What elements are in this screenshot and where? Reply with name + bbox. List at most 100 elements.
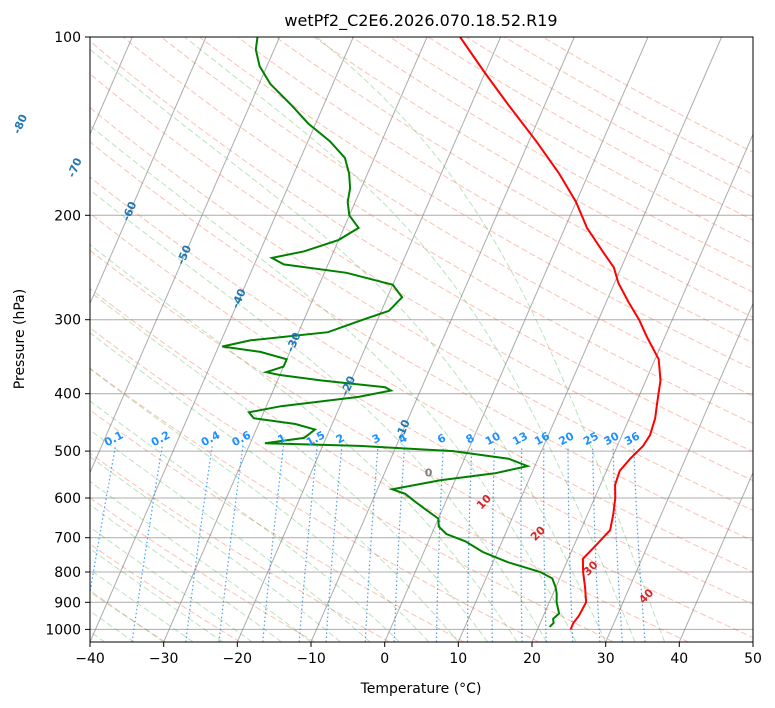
dry-adiabat-line [351, 37, 753, 269]
x-tick-label: 30 [597, 651, 615, 667]
potential-temp-label: -70 [65, 156, 85, 180]
mixing-ratio-label: 2 [334, 431, 347, 446]
y-axis-label: Pressure (hPa) [12, 289, 28, 389]
potential-temp-label: -40 [229, 287, 249, 311]
x-axis-label: Temperature (°C) [360, 681, 482, 697]
mixing-ratio-label: 8 [464, 431, 477, 446]
moist-adiabat-line [90, 400, 400, 642]
y-tick-label: 1000 [45, 622, 81, 638]
line-labels: -100-90-80-70-60-50-40-30-20-100.10.20.4… [10, 112, 656, 606]
x-tick-label: −40 [75, 651, 105, 667]
mixing-ratio-line [364, 445, 379, 642]
mixing-ratio-label: 20 [557, 429, 577, 448]
moist-adiabat-line [90, 244, 518, 642]
dry-adiabat-line [90, 73, 753, 482]
mixing-ratio-label: 1.5 [304, 428, 327, 449]
moist-adiabat-line [90, 124, 577, 642]
y-axis-ticks: 100 200 300 400 500 600 700 800 900 1000 [45, 30, 90, 638]
potential-temp-label: -80 [10, 112, 30, 136]
isotherm-line [384, 37, 649, 642]
potential-temp-label: -50 [174, 243, 194, 267]
mixing-ratio-label: 0.4 [199, 428, 223, 449]
mixing-ratio-line [520, 445, 523, 642]
isotherm-line [236, 37, 502, 642]
x-tick-label: 20 [523, 651, 541, 667]
chart-title: wetPf2_C2E6.2026.070.18.52.R19 [284, 11, 557, 31]
moist-adiabat-line [90, 189, 548, 642]
dry-adiabat-line [90, 409, 465, 642]
mixing-ratio-line [466, 445, 473, 642]
mixing-ratio-line [567, 445, 574, 642]
mixing-ratio-line [543, 445, 547, 642]
y-tick-label: 700 [54, 531, 81, 547]
x-tick-label: 0 [380, 651, 389, 667]
moist-adiabat-line [90, 526, 253, 642]
dry-adiabat-line [90, 543, 241, 642]
mixing-ratio-line [633, 445, 646, 642]
mixing-ratio-line [592, 445, 601, 642]
x-tick-label: 40 [670, 651, 688, 667]
dry-adiabat-line [504, 37, 753, 175]
isotherm-line [0, 37, 59, 642]
isotherm-line [163, 37, 428, 642]
mixing-ratio-line [325, 445, 343, 642]
isotherm-line [752, 640, 753, 642]
y-tick-label: 400 [54, 387, 81, 403]
y-tick-label: 600 [54, 491, 81, 507]
plot-frame [89, 36, 754, 643]
x-tick-label: 10 [449, 651, 467, 667]
dry-adiabat-label: 40 [636, 586, 656, 606]
mixing-ratio-line [185, 445, 213, 642]
isotherm-line [90, 37, 354, 642]
mixing-ratio-label: 3 [370, 431, 383, 446]
x-tick-label: 50 [744, 651, 762, 667]
mixing-ratio-line [612, 445, 623, 642]
mixing-ratio-line [131, 445, 163, 642]
moist-adiabat-line [90, 569, 194, 642]
dry-adiabat-line [542, 37, 753, 153]
mixing-ratio-line [298, 445, 318, 642]
dry-adiabat-line [466, 37, 753, 198]
dry-adiabat-line [160, 37, 753, 397]
dry-adiabat-line [90, 40, 753, 453]
isotherm-line [678, 471, 753, 642]
temperature-line [459, 37, 662, 630]
grid-lines [0, 37, 753, 642]
y-tick-label: 200 [54, 208, 81, 224]
y-tick-label: 900 [54, 595, 81, 611]
potential-temp-label: -30 [284, 330, 304, 354]
y-tick-label: 500 [54, 444, 81, 460]
mixing-ratio-label: 10 [483, 429, 503, 448]
dry-adiabat-label: 20 [528, 523, 548, 543]
dry-adiabat-line [90, 367, 540, 642]
dry-adiabat-line [90, 212, 753, 605]
mixing-ratio-line [218, 445, 244, 642]
moist-adiabat-line [90, 368, 430, 642]
mixing-ratio-line [491, 445, 496, 642]
isotherm-line [457, 37, 723, 642]
mixing-ratio-label: 16 [532, 429, 552, 448]
dry-adiabat-line [90, 106, 753, 511]
potential-temp-label: -60 [120, 199, 140, 223]
x-axis-ticks: −40 −30 −20 −10 0 10 20 30 40 50 [75, 642, 762, 667]
moist-adiabat-line [90, 589, 164, 642]
isotherm-line [90, 37, 207, 305]
mixing-ratio-line [435, 445, 444, 642]
dry-adiabat-line [90, 497, 315, 642]
mixing-ratio-label: 0.1 [102, 428, 125, 449]
series-group [222, 37, 662, 630]
x-tick-label: −20 [223, 651, 253, 667]
x-tick-label: −10 [296, 651, 326, 667]
dewpoint-line [222, 37, 561, 628]
mixing-ratio-label: 30 [602, 429, 622, 448]
moist-adiabat-line [90, 480, 312, 642]
y-tick-label: 800 [54, 565, 81, 581]
moist-adiabat-line [316, 37, 666, 642]
dry-adiabat-line [90, 176, 753, 573]
moist-adiabat-line [90, 504, 282, 642]
mixing-ratio-line [90, 445, 117, 597]
dry-adiabat-line [90, 141, 753, 542]
moist-adiabat-line [184, 37, 636, 642]
x-tick-label: −30 [149, 651, 179, 667]
dry-adiabat-line [90, 452, 390, 642]
